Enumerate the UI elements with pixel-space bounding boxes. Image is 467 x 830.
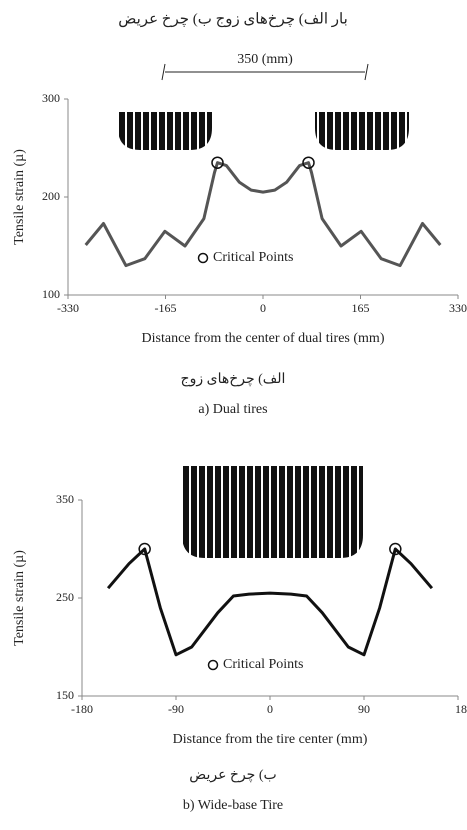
figure-title: بار الف) چرخ‌های زوج ب) چرخ عریض xyxy=(118,11,348,27)
x-tick-label: 0 xyxy=(260,301,266,315)
y-tick-label: 150 xyxy=(56,688,74,702)
caption: ب) چرخ عریض xyxy=(189,768,276,783)
legend-label: Critical Points xyxy=(223,657,304,672)
critical-point xyxy=(211,156,224,169)
annotation: 350 (mm) xyxy=(237,52,293,67)
critical-point xyxy=(389,542,402,556)
dimension-tick xyxy=(161,63,166,81)
x-tick-label: 18 xyxy=(455,702,467,716)
y-tick-label: 100 xyxy=(42,287,60,301)
tire xyxy=(315,112,409,150)
x-tick-label: 330 xyxy=(449,301,467,315)
caption: b) Wide-base Tire xyxy=(183,798,283,813)
critical-point xyxy=(302,156,315,169)
dimension-tick xyxy=(364,63,369,81)
y-axis-label: Tensile strain (µ) xyxy=(12,149,27,245)
x-tick-label: 90 xyxy=(358,702,370,716)
legend-symbol xyxy=(197,252,209,264)
data-line xyxy=(106,547,434,657)
legend-label: Critical Points xyxy=(213,250,294,265)
tire xyxy=(182,466,363,558)
x-axis-label: Distance from the tire center (mm) xyxy=(173,732,368,747)
x-tick-label: -330 xyxy=(57,301,79,315)
x-tick-label: -90 xyxy=(168,702,184,716)
legend-symbol xyxy=(207,659,219,671)
y-tick-label: 250 xyxy=(56,590,74,604)
y-axis-label: Tensile strain (µ) xyxy=(12,550,27,646)
y-tick-label: 200 xyxy=(42,189,60,203)
caption: الف) چرخ‌های زوج xyxy=(181,372,286,387)
x-tick-label: 165 xyxy=(352,301,370,315)
caption: a) Dual tires xyxy=(198,402,267,417)
data-line xyxy=(84,161,442,268)
x-tick-label: 0 xyxy=(267,702,273,716)
x-tick-label: -180 xyxy=(71,702,93,716)
y-tick-label: 300 xyxy=(42,91,60,105)
tire xyxy=(118,112,212,150)
y-tick-label: 350 xyxy=(56,492,74,506)
x-tick-label: -165 xyxy=(155,301,177,315)
x-axis-label: Distance from the center of dual tires (… xyxy=(142,331,385,346)
critical-point xyxy=(138,542,151,556)
